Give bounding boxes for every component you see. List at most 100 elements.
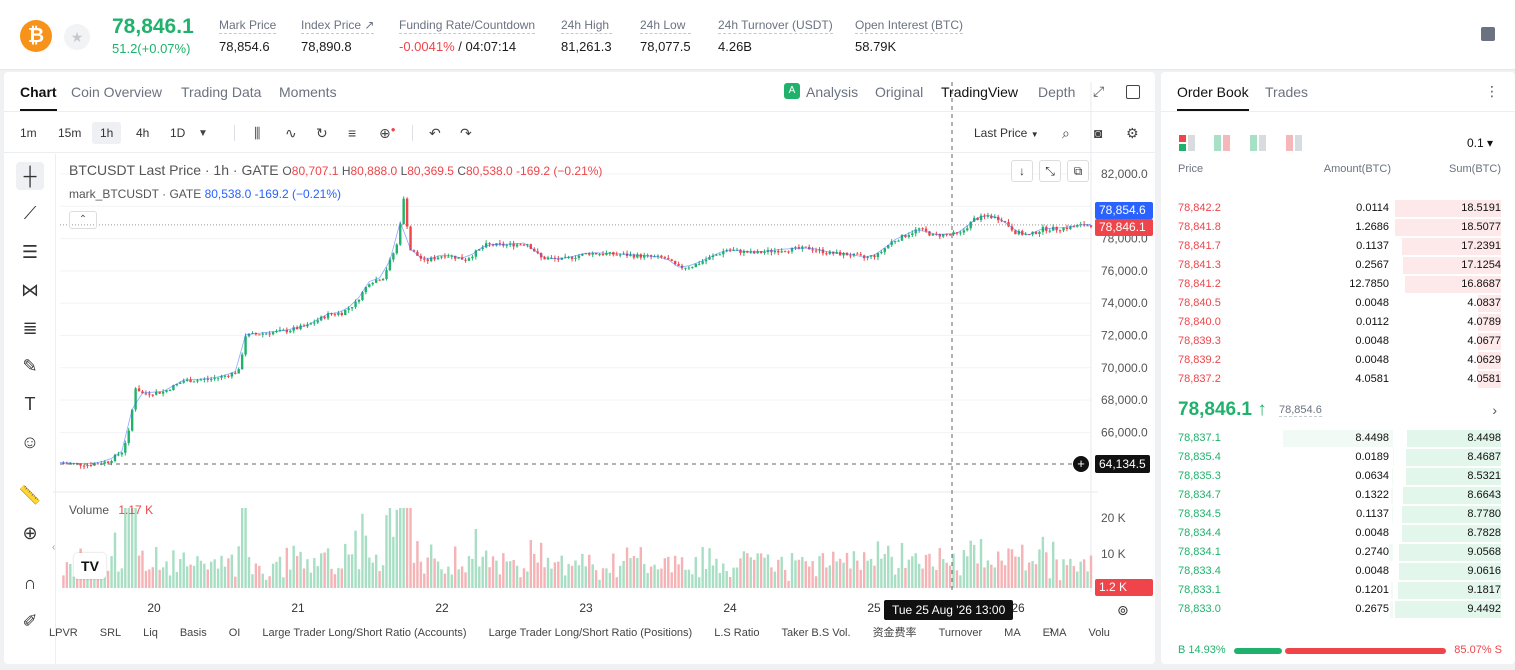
tab-coin-overview[interactable]: Coin Overview (71, 84, 163, 100)
indicator-item[interactable]: SRL (99, 627, 122, 639)
ask-row[interactable]: 78,841.2 12.7850 16.8687 (1161, 275, 1515, 294)
brush-tool-icon[interactable]: ✎ (22, 356, 38, 376)
cell-price: 78,841.7 (1178, 240, 1221, 252)
indicator-item[interactable]: EMA (1042, 627, 1067, 639)
indicator-item[interactable]: LPVR (49, 627, 78, 639)
candle-type-icon[interactable]: ⫼ (254, 125, 261, 141)
fullscreen-icon[interactable] (1126, 85, 1140, 99)
bid-row[interactable]: 78,834.1 0.2740 9.0568 (1161, 543, 1515, 562)
bid-row[interactable]: 78,834.4 0.0048 8.7828 (1161, 524, 1515, 543)
tab-order-book[interactable]: Order Book (1177, 84, 1249, 111)
tab-trading-data[interactable]: Trading Data (181, 84, 262, 100)
ask-row[interactable]: 78,842.2 0.0114 18.5191 (1161, 199, 1515, 218)
templates-icon[interactable]: ≡ (348, 125, 357, 141)
view-asks-icon[interactable] (1286, 135, 1302, 151)
view-analysis[interactable]: Analysis (806, 84, 859, 100)
indicator-item[interactable]: L.S Ratio (714, 627, 760, 639)
timeframe-15m[interactable]: 15m (58, 126, 82, 140)
layout-icon[interactable]: ⧉ (1067, 160, 1089, 182)
indicator-item[interactable]: Large Trader Long/Short Ratio (Accounts) (262, 627, 467, 639)
zoom-tool-icon[interactable]: ⊕ (22, 523, 38, 543)
price-chart[interactable]: 82,000.080,000.078,000.076,000.074,000.0… (53, 82, 1153, 622)
analysis-icon[interactable]: A (784, 83, 800, 99)
pattern-tool-icon[interactable]: ⋈ (21, 280, 39, 300)
ruler-tool-icon[interactable]: 📏 (18, 485, 42, 505)
indicator-item[interactable]: Turnover (938, 627, 983, 639)
indicator-item[interactable]: MA (1004, 627, 1021, 639)
indicators-icon[interactable]: ∿ (285, 125, 297, 141)
guide-book-icon[interactable] (1481, 27, 1495, 41)
horizontal-lines-tool-icon[interactable]: ☰ (21, 242, 39, 262)
timeframe-1d[interactable]: 1D (170, 126, 186, 140)
bid-row[interactable]: 78,833.0 0.2675 9.4492 (1161, 600, 1515, 619)
pencil-lock-tool-icon[interactable]: ✐ (22, 611, 38, 631)
ask-row[interactable]: 78,839.2 0.0048 4.0629 (1161, 351, 1515, 370)
bid-row[interactable]: 78,834.5 0.1137 8.7780 (1161, 505, 1515, 524)
precision-select[interactable]: 0.1 ▾ (1467, 136, 1494, 150)
tab-trades[interactable]: Trades (1265, 84, 1309, 100)
redo-icon[interactable]: ↷ (460, 125, 472, 141)
ask-row[interactable]: 78,837.2 4.0581 4.0581 (1161, 370, 1515, 389)
indicator-item[interactable]: Liq (143, 627, 158, 639)
crosshair-tool-icon[interactable]: ┼ (16, 162, 44, 190)
bid-row[interactable]: 78,834.7 0.1322 8.6643 (1161, 486, 1515, 505)
tab-chart[interactable]: Chart (20, 84, 57, 111)
legend-collapse-button[interactable]: ⌃ (69, 211, 97, 229)
view-both-icon[interactable] (1179, 135, 1195, 151)
bid-row[interactable]: 78,833.1 0.1201 9.1817 (1161, 581, 1515, 600)
bid-row[interactable]: 78,837.1 8.4498 8.4498 (1161, 429, 1515, 448)
index-price-stat[interactable]: Index Price ↗ 78,890.8 (301, 18, 375, 54)
ask-row[interactable]: 78,840.0 0.0112 4.0789 (1161, 313, 1515, 332)
reset-view-icon[interactable]: ⊚ (1117, 602, 1129, 618)
depth-bar (1399, 544, 1501, 561)
ask-row[interactable]: 78,839.3 0.0048 4.0677 (1161, 332, 1515, 351)
ask-row[interactable]: 78,841.7 0.1137 17.2391 (1161, 237, 1515, 256)
indicator-item[interactable]: 资金费率 (872, 627, 917, 639)
undo-icon[interactable]: ↶ (429, 125, 441, 141)
timeframe-1h[interactable]: 1h (92, 122, 122, 144)
search-icon[interactable]: ⌕ (1062, 125, 1070, 141)
favorite-star-icon[interactable]: ★ (64, 24, 90, 50)
indicator-item[interactable]: Taker B.S Vol. (781, 627, 851, 639)
indicator-item[interactable]: Large Trader Long/Short Ratio (Positions… (488, 627, 693, 639)
emoji-tool-icon[interactable]: ☺ (20, 432, 40, 452)
indicator-item[interactable]: OI (228, 627, 241, 639)
alert-add-icon[interactable]: ⊕● (379, 125, 396, 141)
view-bids-icon[interactable] (1250, 135, 1266, 151)
volume-bar (474, 528, 478, 588)
magnet-tool-icon[interactable]: ∩ (23, 573, 37, 593)
gear-icon[interactable]: ⚙ (1126, 125, 1139, 141)
camera-icon[interactable]: ◙ (1094, 125, 1103, 141)
bid-row[interactable]: 78,833.4 0.0048 9.0616 (1161, 562, 1515, 581)
candle-body (134, 388, 137, 410)
trend-line-tool-icon[interactable]: ⟋ (23, 203, 37, 223)
tab-moments[interactable]: Moments (279, 84, 337, 100)
more-options-icon[interactable]: ⋮ (1485, 83, 1499, 99)
timeframe-dropdown-icon[interactable]: ▼ (198, 128, 208, 139)
index-price-label[interactable]: Index Price ↗ (301, 18, 375, 34)
scroll-down-icon[interactable]: ↓ (1011, 160, 1033, 182)
chevron-right-icon[interactable]: › (1492, 402, 1497, 418)
replay-icon[interactable]: ↻ (316, 125, 328, 141)
timeframe-4h[interactable]: 4h (136, 126, 150, 140)
view-depth[interactable]: Depth (1038, 84, 1076, 100)
collapse-toolbar-icon[interactable]: ‹ (52, 542, 56, 553)
expand-icon[interactable]: ⤢ (1093, 83, 1105, 99)
price-type-select[interactable]: Last Price ▼ (974, 126, 1039, 140)
view-tradingview[interactable]: TradingView (941, 84, 1019, 100)
fib-tool-icon[interactable]: ≣ (22, 318, 38, 338)
bid-row[interactable]: 78,835.4 0.0189 8.4687 (1161, 448, 1515, 467)
ask-row[interactable]: 78,841.8 1.2686 18.5077 (1161, 218, 1515, 237)
indicator-item[interactable]: Volu (1088, 627, 1110, 639)
add-order-icon[interactable]: + (1073, 456, 1089, 472)
ask-row[interactable]: 78,841.3 0.2567 17.1254 (1161, 256, 1515, 275)
view-bids-asks-icon[interactable] (1214, 135, 1230, 151)
indicator-item[interactable]: Basis (179, 627, 207, 639)
view-original[interactable]: Original (875, 84, 924, 100)
collapse-icon[interactable]: ⤡ (1039, 160, 1061, 182)
ask-row[interactable]: 78,840.5 0.0048 4.0837 (1161, 294, 1515, 313)
indicator-scroll-right-icon[interactable]: › (1049, 622, 1054, 637)
text-tool-icon[interactable]: T (24, 394, 36, 414)
bid-row[interactable]: 78,835.3 0.0634 8.5321 (1161, 467, 1515, 486)
timeframe-1m[interactable]: 1m (20, 126, 37, 140)
